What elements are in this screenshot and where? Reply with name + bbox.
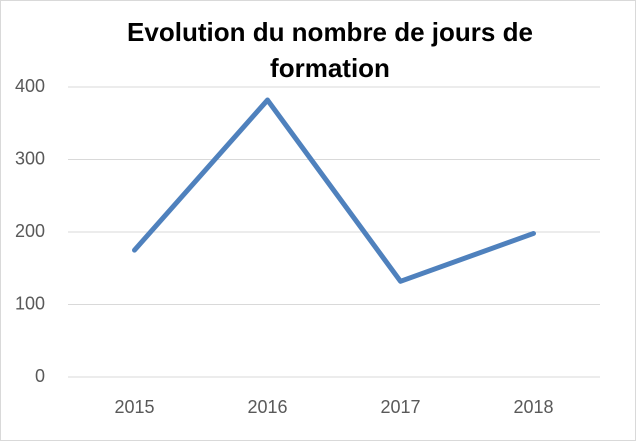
data-line [132,97,536,284]
chart-title: Evolution du nombre de jours de formatio… [127,17,533,83]
x-tick-label: 2015 [114,397,154,417]
y-tick-label: 400 [15,76,45,96]
x-tick-label: 2018 [513,397,553,417]
y-tick-label: 200 [15,221,45,241]
x-tick-label: 2017 [380,397,420,417]
x-tick-label: 2016 [247,397,287,417]
y-tick-label: 300 [15,148,45,168]
y-tick-label: 0 [35,366,45,386]
y-tick-label: 100 [15,293,45,313]
